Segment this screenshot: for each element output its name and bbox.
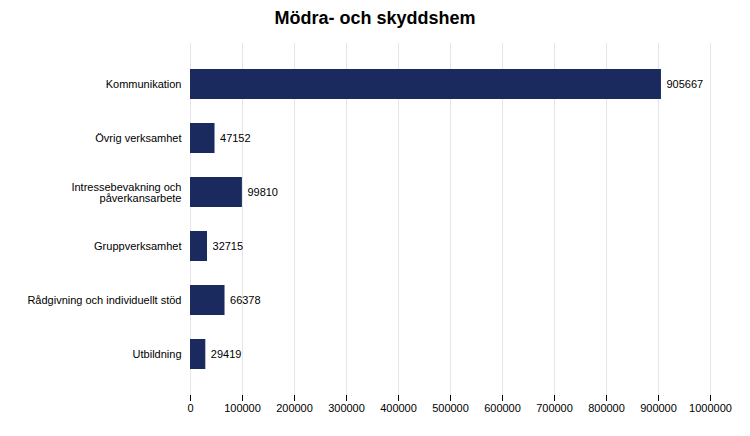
svg-text:700000: 700000: [536, 402, 573, 414]
svg-text:900000: 900000: [640, 402, 677, 414]
svg-text:Gruppverksamhet: Gruppverksamhet: [94, 240, 181, 252]
svg-text:100000: 100000: [224, 402, 261, 414]
html-text:Mödra- och skyddshem: Mödra- och skyddshem: [274, 8, 476, 28]
svg-text:200000: 200000: [276, 402, 313, 414]
svg-text:600000: 600000: [484, 402, 521, 414]
svg-text:32715: 32715: [213, 240, 244, 252]
svg-text:47152: 47152: [220, 132, 251, 144]
svg-text:400000: 400000: [380, 402, 417, 414]
svg-text:500000: 500000: [432, 402, 469, 414]
svg-text:99810: 99810: [247, 186, 278, 198]
svg-text:1000000: 1000000: [689, 402, 732, 414]
svg-text:800000: 800000: [588, 402, 625, 414]
svg-text:Kommunikation: Kommunikation: [106, 78, 182, 90]
svg-text:0: 0: [187, 402, 193, 414]
svg-text:300000: 300000: [328, 402, 365, 414]
svg-text:Övrig verksamhet: Övrig verksamhet: [95, 132, 181, 144]
svg-text:Intressebevakning ochpåverkans: Intressebevakning ochpåverkansarbete: [71, 181, 181, 204]
svg-text:29419: 29419: [211, 348, 242, 360]
svg-text:Utbildning: Utbildning: [133, 348, 182, 360]
svg-text:Rådgivning och individuellt st: Rådgivning och individuellt stöd: [27, 294, 181, 306]
svg-text:66378: 66378: [230, 294, 261, 306]
svg-text:905667: 905667: [666, 78, 703, 90]
